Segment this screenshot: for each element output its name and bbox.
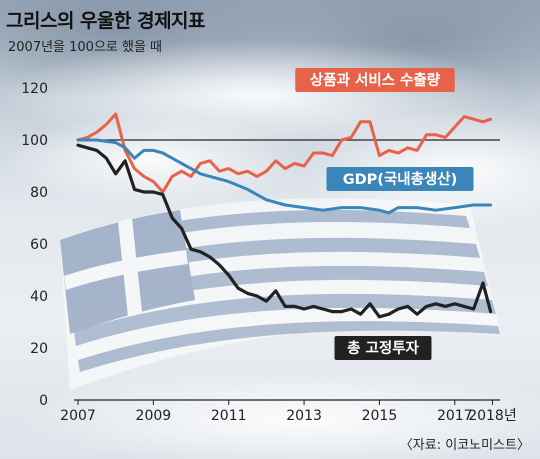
- chart-title: 그리스의 우울한 경제지표: [6, 10, 206, 32]
- source-note: 〈자료: 이코노미스트〉: [399, 438, 530, 453]
- label-exports-box: [295, 68, 455, 92]
- x-tick-label: 2007: [60, 408, 96, 424]
- label-gdp-box: [326, 167, 474, 191]
- y-tick-label: 20: [30, 341, 48, 357]
- chart-subtitle: 2007년을 100으로 했을 때: [8, 40, 163, 55]
- series-line-gdp: [76, 138, 493, 215]
- x-tick-label: 2017: [437, 408, 473, 424]
- y-tick-label: 40: [30, 289, 48, 305]
- label-gdp-text: GDP(국내총생산): [343, 171, 458, 188]
- label-exports-text: 상품과 서비스 수출량: [310, 71, 441, 89]
- x-tick-label: 2018년: [468, 408, 517, 424]
- y-tick-label: 80: [30, 185, 48, 201]
- label-fixed-investment-box: [334, 336, 432, 360]
- label-fixed-investment-text: 총 고정투자: [347, 339, 419, 357]
- y-tick-label: 60: [30, 237, 48, 253]
- series-layer: [76, 112, 493, 319]
- series-line-exports: [76, 112, 493, 194]
- axis-layer: 0 20 40 60 80 100 120 2007 2009 2011 2013 2015 20172…: [21, 81, 516, 424]
- y-tick-label: 100: [21, 133, 48, 149]
- series-line-fixed-investment: [76, 143, 493, 319]
- label-layer: 상품과 서비스 수출량 GDP(국내총생산) 총 고정투자: [295, 68, 474, 360]
- x-tick-label: 2015: [362, 408, 398, 424]
- greek-flag-backdrop: [60, 198, 500, 390]
- x-tick-label: 2013: [286, 408, 322, 424]
- y-tick-label: 0: [39, 393, 48, 409]
- x-tick-label: 2011: [211, 408, 247, 424]
- x-tick-label: 2009: [136, 408, 172, 424]
- y-tick-label: 120: [21, 81, 48, 97]
